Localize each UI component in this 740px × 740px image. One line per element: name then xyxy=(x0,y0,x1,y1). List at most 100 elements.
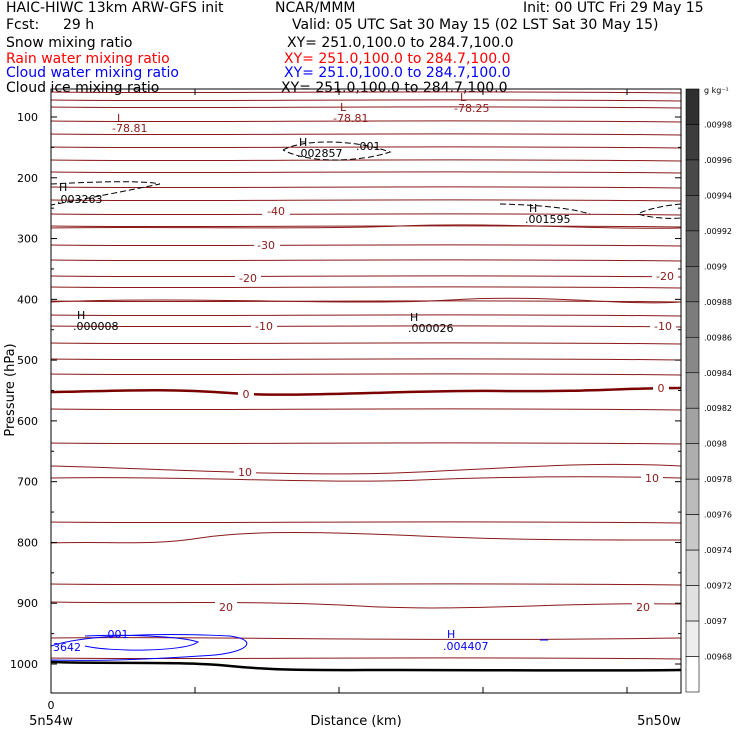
x-left-location: 5n54w xyxy=(29,714,73,729)
high-value: .004407 xyxy=(443,640,489,653)
colorbar-label: .00994 xyxy=(704,191,732,200)
x-right-location: 5n50w xyxy=(637,714,681,729)
plot-layer xyxy=(50,91,682,672)
temperature-contour xyxy=(50,342,682,345)
colorbar-box xyxy=(685,159,700,196)
temperature-contour xyxy=(50,300,682,303)
temperature-contour xyxy=(50,133,682,136)
x-axis-label: Distance (km) xyxy=(310,714,401,729)
y-tick-label: 800 xyxy=(17,536,38,549)
colorbar-label: .00998 xyxy=(704,120,732,129)
colorbar-label: .0099 xyxy=(704,262,727,271)
high-value: .000026 xyxy=(408,322,454,335)
temp-label: -20 xyxy=(239,272,257,285)
temperature-contour xyxy=(50,408,682,411)
colorbar-label: .0097 xyxy=(704,617,727,626)
temp-label: 0 xyxy=(658,382,665,395)
low-value: -78.81 xyxy=(112,122,147,135)
temperature-contour xyxy=(50,314,682,317)
temperature-contour xyxy=(50,171,682,174)
colorbar-box xyxy=(685,266,700,303)
cloud-ice-contour xyxy=(499,203,591,215)
colorbar-box xyxy=(685,478,700,515)
init-time: Init: 00 UTC Fri 29 May 15 xyxy=(523,0,704,16)
colorbar: .00998 .00996 .00994 .00992 .0099 .00988 .0098… xyxy=(685,88,732,693)
colorbar-box xyxy=(685,195,700,232)
temperature-contour xyxy=(50,244,682,247)
temperature-contour xyxy=(50,186,682,189)
temperature-contour xyxy=(50,601,682,609)
temperature-contour xyxy=(50,275,682,278)
colorbar-label: .00996 xyxy=(704,156,732,165)
cloud-ice-contour-label: .001 xyxy=(356,140,381,153)
extrema-labels: L -78.81 L -78.81 L -78.25 H .002857 H .… xyxy=(53,91,571,654)
temperature-contour xyxy=(50,637,682,640)
cloud-ice-contour xyxy=(636,203,682,219)
colorbar-label: .00976 xyxy=(704,511,732,520)
colorbar-label: .00974 xyxy=(704,546,732,555)
temp-label: -30 xyxy=(257,239,275,252)
temperature-contour xyxy=(50,463,682,475)
valid-time: Valid: 05 UTC Sat 30 May 15 (02 LST Sat … xyxy=(292,17,659,33)
field-label-cloud-water: Cloud water mixing ratio xyxy=(6,65,179,81)
colorbar-label: .00968 xyxy=(704,653,732,662)
cloud-water-contour xyxy=(84,634,200,651)
field-label-snow: Snow mixing ratio xyxy=(6,35,133,51)
high-value: .003263 xyxy=(57,193,103,206)
temperature-contour xyxy=(50,225,682,228)
org-label: NCAR/MMM xyxy=(275,0,356,16)
high-marker: H xyxy=(77,309,85,322)
temperature-contour xyxy=(50,583,682,586)
x-start-label: 0 xyxy=(48,699,55,712)
temperature-contour xyxy=(50,91,682,94)
temperature-contour xyxy=(50,297,682,304)
forecast-hours: 29 h xyxy=(63,17,95,33)
y-tick-label: 1000 xyxy=(10,658,38,671)
temperature-contour xyxy=(50,286,682,289)
field-label-rain: Rain water mixing ratio xyxy=(6,51,170,67)
colorbar-box xyxy=(685,443,700,480)
temp-label: 10 xyxy=(238,466,252,479)
temperature-contour xyxy=(50,358,682,361)
colorbar-box xyxy=(685,372,700,409)
temperature-contour xyxy=(50,199,682,202)
colorbar-box xyxy=(685,407,700,445)
low-marker: L xyxy=(340,101,347,114)
temp-label: -20 xyxy=(656,270,674,283)
colorbar-box xyxy=(685,514,700,551)
y-tick-label: 300 xyxy=(17,233,38,246)
y-tick-label: 700 xyxy=(17,476,38,489)
colorbar-box xyxy=(685,230,700,267)
low-value: -78.81 xyxy=(333,112,368,125)
colorbar-label: .00992 xyxy=(704,227,732,236)
colorbar-box xyxy=(685,585,700,622)
cloud-ice-contour xyxy=(50,181,161,206)
temperature-contour xyxy=(50,146,682,149)
high-value: .002857 xyxy=(297,147,343,160)
low-marker: L xyxy=(460,91,467,104)
temperature-contour xyxy=(50,325,682,328)
y-tick-label: 900 xyxy=(17,597,38,610)
colorbar-box xyxy=(685,88,700,125)
temperature-contour xyxy=(50,159,682,162)
temperature-contour xyxy=(50,106,682,109)
temperature-contour xyxy=(50,532,682,544)
colorbar-box xyxy=(685,336,700,374)
cloud-ice-contour xyxy=(282,141,392,161)
high-marker: H xyxy=(447,628,455,641)
zero-isotherm xyxy=(50,386,682,396)
temperature-contour xyxy=(50,224,682,229)
cloud-water-contour-label: .001 xyxy=(104,628,129,641)
high-value: .000008 xyxy=(73,320,119,333)
colorbar-unit: g kg⁻¹ xyxy=(704,86,729,95)
temp-label: -10 xyxy=(255,320,273,333)
field-xy-rain: XY= 251.0,100.0 to 284.7,100.0 xyxy=(284,51,511,67)
temperature-contour xyxy=(50,521,682,524)
cloud-water-contour xyxy=(50,633,248,661)
colorbar-label: .0098 xyxy=(704,440,727,449)
temperature-contour xyxy=(50,373,682,376)
temperature-contour xyxy=(50,99,682,102)
temperature-contour xyxy=(50,476,682,482)
